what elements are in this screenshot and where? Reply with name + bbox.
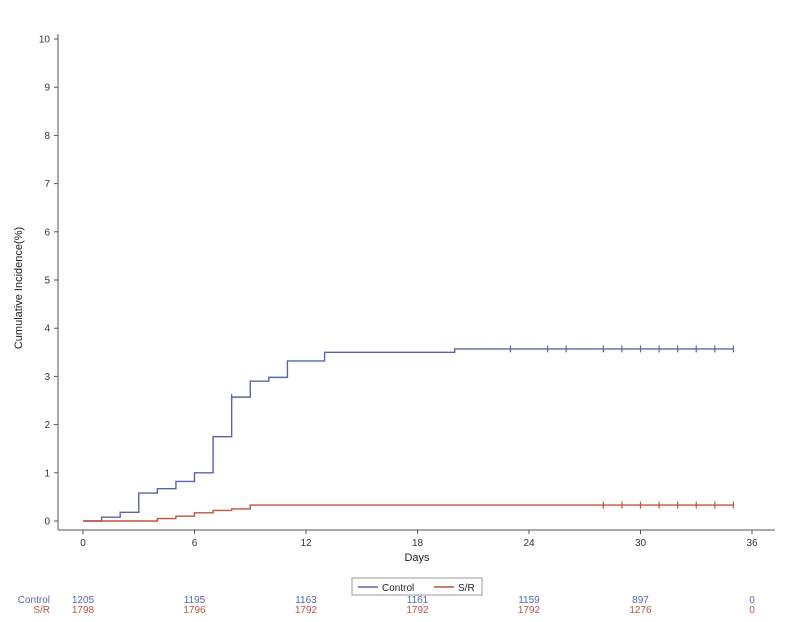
y-tick-label: 3 <box>44 372 50 383</box>
y-tick-label: 9 <box>44 83 50 94</box>
y-tick-label: 7 <box>44 179 50 190</box>
risk-value: 1796 <box>183 605 206 616</box>
y-tick-label: 0 <box>44 517 50 528</box>
risk-value: 0 <box>749 605 755 616</box>
x-ticks: 0 6 12 18 24 30 36 <box>80 530 758 549</box>
risk-value: 1792 <box>406 605 429 616</box>
x-tick-label: 24 <box>523 538 535 549</box>
x-tick-label: 6 <box>192 538 198 549</box>
risk-row-label: S/R <box>33 605 50 616</box>
x-axis-title: Days <box>404 552 430 564</box>
risk-value: 1798 <box>72 605 95 616</box>
y-axis-title: Cumulative Incidence(%) <box>13 227 25 349</box>
y-tick-label: 2 <box>44 420 50 431</box>
risk-value: 1792 <box>295 605 318 616</box>
risk-value: 1205 <box>72 595 95 606</box>
x-tick-label: 18 <box>412 538 424 549</box>
risk-value: 1792 <box>518 605 541 616</box>
x-tick-label: 0 <box>80 538 86 549</box>
y-tick-label: 8 <box>44 131 50 142</box>
risk-value: 1161 <box>407 595 429 606</box>
x-tick-label: 36 <box>746 538 758 549</box>
risk-value: 1276 <box>629 605 652 616</box>
risk-row-label: Control <box>18 595 50 606</box>
legend-label-control: Control <box>382 583 414 594</box>
risk-value: 1195 <box>184 595 206 606</box>
risk-table: Control 1205 1195 1163 1161 1159 897 0 S/R 1798 17… <box>18 595 755 616</box>
series-line-control <box>83 348 734 522</box>
risk-value: 1159 <box>518 595 540 606</box>
legend-items: Control S/R <box>358 583 475 594</box>
y-tick-label: 4 <box>44 324 50 335</box>
y-tick-label: 5 <box>44 276 50 287</box>
y-tick-label: 1 <box>44 468 50 479</box>
y-ticks: 0 1 2 3 4 5 6 7 8 9 10 <box>39 35 58 528</box>
series-group <box>83 345 735 522</box>
y-tick-label: 10 <box>39 35 51 46</box>
legend: Control S/R <box>351 577 483 596</box>
risk-value: 897 <box>632 595 649 606</box>
series-line-s-r <box>83 504 734 522</box>
y-tick-label: 6 <box>44 227 50 238</box>
legend-label-s-r: S/R <box>458 583 475 594</box>
x-tick-label: 12 <box>300 538 312 549</box>
risk-value: 1163 <box>295 595 317 606</box>
legend-box <box>351 577 483 596</box>
risk-value: 0 <box>749 595 755 606</box>
x-tick-label: 30 <box>635 538 647 549</box>
